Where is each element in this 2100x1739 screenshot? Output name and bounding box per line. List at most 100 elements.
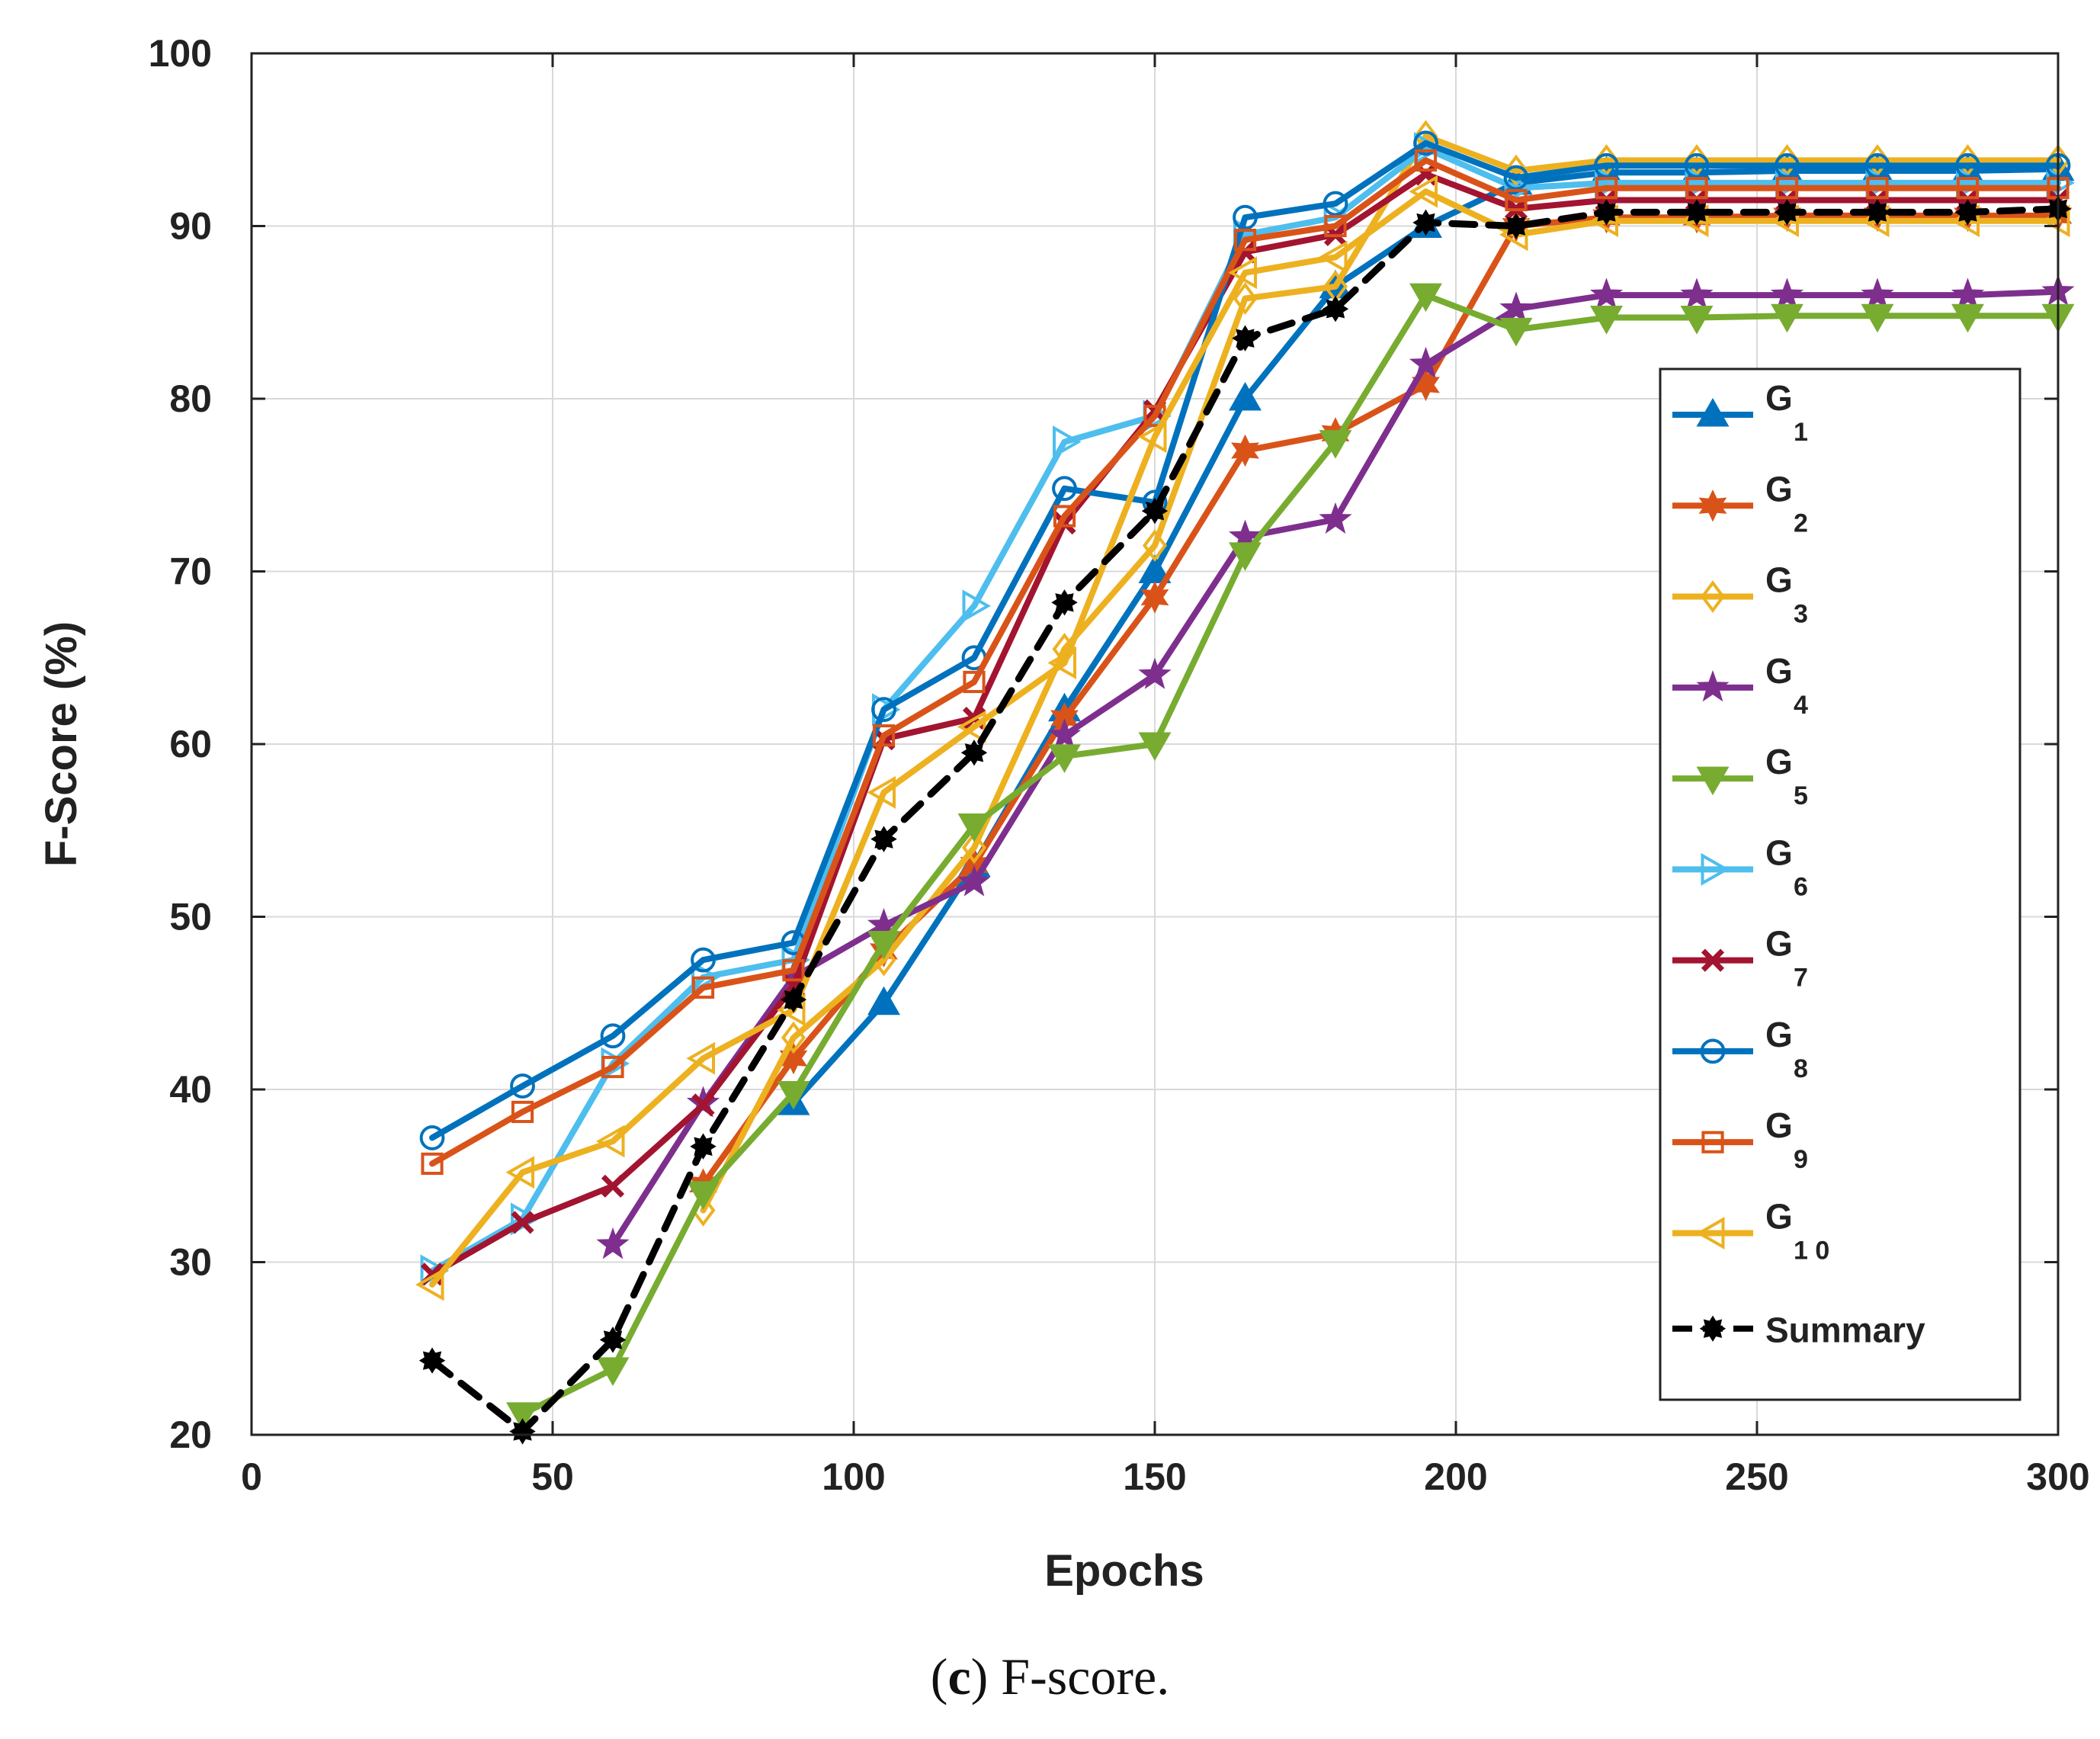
series-g8 bbox=[419, 130, 2071, 1150]
data-point-square bbox=[1595, 177, 1618, 200]
data-point-octagram bbox=[418, 1347, 446, 1374]
data-point-pentagram bbox=[1319, 502, 1352, 534]
data-point-pentagram bbox=[596, 1227, 630, 1259]
series-line bbox=[519, 292, 2061, 1417]
data-point-circle bbox=[1775, 152, 1800, 178]
series-line bbox=[429, 140, 2061, 1141]
legend-item: G9 bbox=[1672, 1105, 1808, 1174]
data-point-square bbox=[872, 724, 896, 747]
data-point-circle bbox=[871, 697, 896, 723]
data-point-diamond bbox=[1701, 580, 1725, 613]
legend-label: G bbox=[1765, 1105, 1793, 1145]
data-point-triangle-down bbox=[1409, 283, 1442, 313]
legend-item: G1 bbox=[1672, 378, 1808, 447]
data-point-octagram bbox=[1774, 199, 1800, 226]
data-point-x bbox=[511, 1211, 534, 1234]
legend-item: G7 bbox=[1672, 924, 1808, 993]
data-point-pentagram bbox=[1680, 278, 1714, 310]
data-point-pentagram bbox=[957, 865, 991, 897]
legend-label: Summary bbox=[1765, 1311, 1925, 1350]
y-tick-label: 20 bbox=[169, 1413, 212, 1456]
data-point-x bbox=[601, 1174, 625, 1198]
data-point-hexagram bbox=[1698, 489, 1727, 522]
legend-label: G bbox=[1765, 378, 1793, 418]
data-point-circle bbox=[1413, 130, 1438, 156]
legend-item: G5 bbox=[1672, 742, 1808, 810]
legend-label: G bbox=[1765, 1015, 1793, 1054]
data-point-octagram bbox=[1502, 213, 1530, 239]
data-point-triangle-down bbox=[1680, 306, 1714, 335]
legend-label-subscript: 1 0 bbox=[1794, 1236, 1829, 1265]
data-point-triangle-down bbox=[867, 930, 900, 960]
data-point-triangle-down bbox=[777, 1081, 810, 1110]
data-point-pentagram bbox=[1770, 278, 1804, 310]
data-point-x bbox=[691, 1093, 715, 1117]
data-point-circle bbox=[419, 1125, 445, 1150]
x-tick-label: 150 bbox=[1123, 1455, 1186, 1498]
data-point-hexagram bbox=[1231, 434, 1259, 467]
legend-label-subscript: 2 bbox=[1794, 509, 1808, 537]
data-point-triangle-left bbox=[1047, 647, 1076, 679]
series-g5 bbox=[506, 283, 2075, 1431]
data-point-square bbox=[782, 959, 805, 982]
data-point-circle bbox=[1052, 476, 1077, 502]
data-point-octagram bbox=[1141, 497, 1169, 525]
legend-label-subscript: 4 bbox=[1794, 691, 1808, 720]
data-point-octagram bbox=[599, 1327, 627, 1353]
legend-item: G8 bbox=[1672, 1015, 1808, 1083]
legend-item: G6 bbox=[1672, 833, 1808, 901]
data-point-octagram bbox=[870, 826, 897, 852]
data-point-octagram bbox=[1051, 589, 1078, 616]
data-point-triangle-up bbox=[1229, 381, 1262, 411]
data-point-square bbox=[1414, 149, 1438, 172]
data-point-triangle-right bbox=[962, 589, 992, 623]
data-point-triangle-left bbox=[1409, 175, 1438, 208]
data-point-triangle-right bbox=[1053, 425, 1082, 459]
legend-item: G4 bbox=[1672, 651, 1808, 720]
data-point-square bbox=[1233, 229, 1257, 252]
data-point-circle bbox=[1323, 191, 1348, 217]
legend-label: G bbox=[1765, 742, 1793, 781]
data-point-triangle-up bbox=[1696, 397, 1730, 427]
legend-label-subscript: 3 bbox=[1794, 600, 1808, 629]
legend-label: G bbox=[1765, 833, 1793, 872]
data-point-circle bbox=[1700, 1038, 1726, 1064]
data-point-hexagram bbox=[1412, 368, 1440, 402]
legend-label-subscript: 9 bbox=[1794, 1145, 1808, 1174]
data-point-octagram bbox=[1683, 199, 1710, 226]
y-tick-label: 80 bbox=[169, 377, 212, 420]
data-point-triangle-left bbox=[1695, 1217, 1725, 1250]
y-tick-label: 30 bbox=[169, 1241, 212, 1284]
data-point-triangle-left bbox=[595, 1125, 625, 1158]
data-point-triangle-left bbox=[1318, 240, 1348, 274]
data-point-square bbox=[1956, 177, 1980, 200]
series-line bbox=[429, 157, 2061, 1167]
data-point-circle bbox=[1503, 165, 1529, 191]
data-point-square bbox=[1053, 505, 1076, 528]
series-g9 bbox=[421, 149, 2070, 1175]
data-point-pentagram bbox=[1861, 278, 1894, 310]
data-point-circle bbox=[691, 947, 716, 973]
legend-label-subscript: 5 bbox=[1794, 781, 1808, 810]
data-point-octagram bbox=[1593, 199, 1620, 226]
data-point-circle bbox=[1594, 152, 1619, 178]
data-point-octagram bbox=[690, 1133, 717, 1160]
data-point-diamond bbox=[781, 1021, 806, 1054]
data-point-triangle-down bbox=[1771, 303, 1803, 333]
data-point-square bbox=[691, 976, 715, 999]
data-point-pentagram bbox=[1499, 291, 1533, 323]
y-tick-label: 40 bbox=[169, 1068, 212, 1111]
data-point-triangle-down bbox=[1861, 303, 1894, 333]
data-point-diamond bbox=[1233, 282, 1258, 315]
data-point-triangle-down bbox=[1590, 306, 1623, 335]
y-tick-label: 60 bbox=[169, 723, 212, 765]
legend-item: Summary bbox=[1672, 1311, 1925, 1350]
data-point-octagram bbox=[1699, 1315, 1726, 1342]
data-point-octagram bbox=[1232, 325, 1258, 351]
legend-item: G1 0 bbox=[1672, 1196, 1829, 1265]
x-tick-label: 0 bbox=[241, 1455, 262, 1498]
legend-label: G bbox=[1765, 469, 1793, 509]
data-point-circle bbox=[1233, 204, 1258, 230]
data-point-pentagram bbox=[1409, 346, 1443, 379]
legend-item: G2 bbox=[1672, 469, 1808, 537]
